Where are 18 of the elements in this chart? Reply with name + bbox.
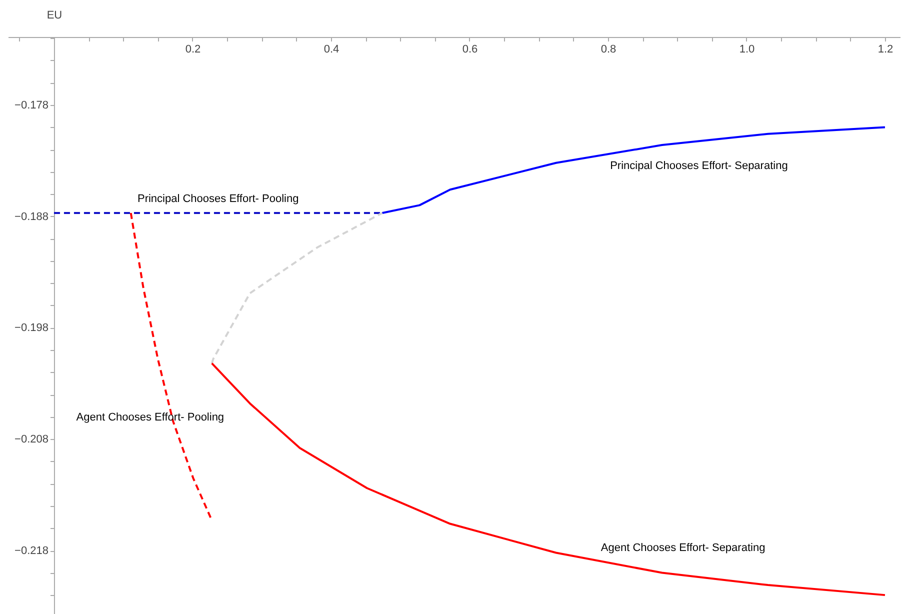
x-tick-label: 1.0: [739, 44, 755, 56]
x-tick-label: 0.2: [185, 44, 201, 56]
x-tick-label: 0.4: [324, 44, 340, 56]
x-tick-label: 1.2: [878, 44, 894, 56]
y-tick-label: −0.208: [14, 434, 48, 446]
y-axis-title: EU: [46, 10, 62, 22]
line-series: [381, 126, 886, 214]
y-tick-label: −0.198: [14, 322, 48, 334]
y-tick-label: −0.178: [14, 99, 48, 112]
series-label: Agent Chooses Effort- Separating: [600, 542, 766, 554]
series-label: Principal Chooses Effort- Pooling: [137, 192, 299, 205]
line-series: [210, 212, 384, 364]
y-tick-label: −0.218: [14, 545, 48, 558]
y-tick-label: −0.188: [14, 210, 48, 223]
series-label: Agent Chooses Effort- Pooling: [76, 412, 224, 424]
x-tick-label: 0.8: [600, 44, 616, 56]
x-tick-label: 0.6: [462, 44, 478, 56]
series-label: Principal Chooses Effort- Separating: [610, 160, 788, 172]
